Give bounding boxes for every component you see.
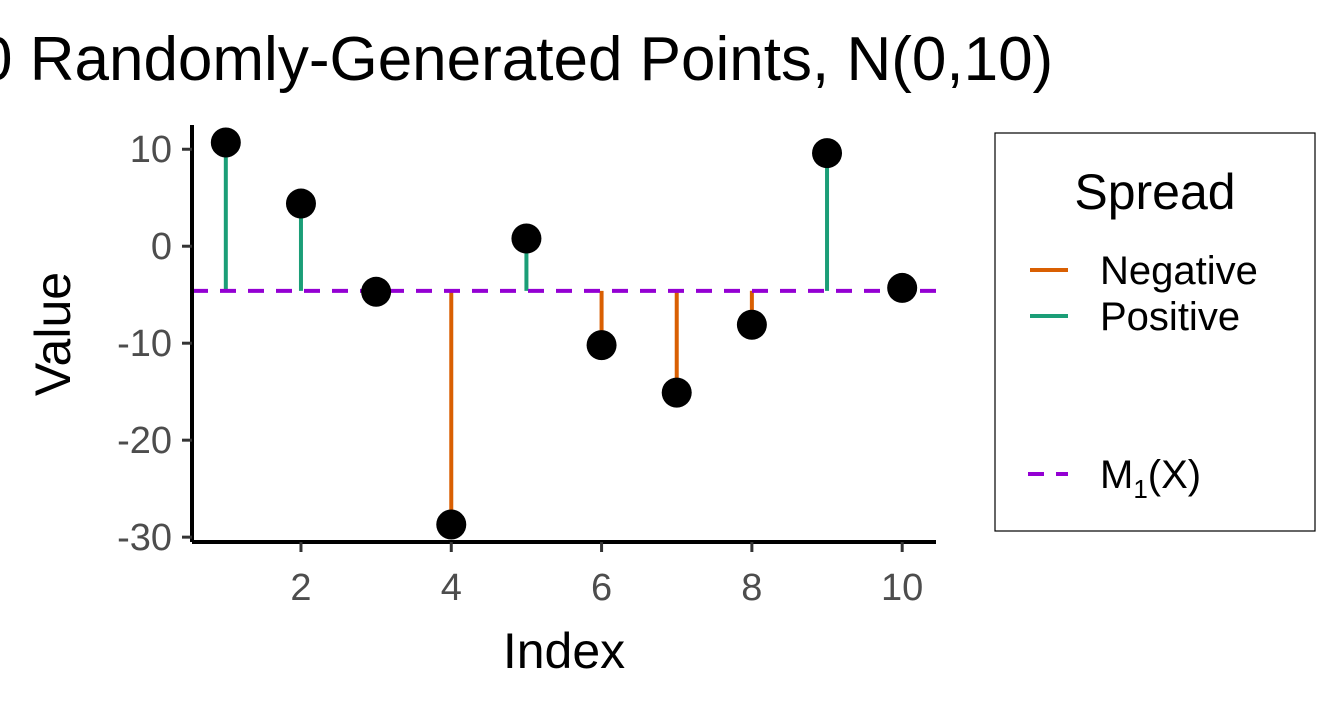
legend-label: Positive <box>1100 295 1240 339</box>
y-axis-title: Value <box>25 272 81 396</box>
legend-box <box>994 132 1316 532</box>
x-tick-label: 10 <box>881 567 923 609</box>
x-axis-title: Index <box>503 623 625 679</box>
axis-ticks: -30 -20 -10 0 10 2 4 6 8 10 <box>117 129 923 609</box>
data-point <box>736 309 767 340</box>
chart-title: 0 Randomly-Generated Points, N(0,10) <box>0 25 1053 94</box>
data-point <box>285 188 316 219</box>
mean-label-sub: 1 <box>1133 474 1147 504</box>
data-point <box>887 272 918 303</box>
x-tick-label: 6 <box>591 567 612 609</box>
y-tick-label: -10 <box>117 323 172 365</box>
data-point <box>661 377 692 408</box>
y-tick-label: -30 <box>117 517 172 559</box>
legend-title: Spread <box>1074 164 1235 220</box>
data-point <box>436 509 467 540</box>
data-point <box>361 276 392 307</box>
y-tick-label: 10 <box>130 129 172 171</box>
mean-label-tail: (X) <box>1148 453 1201 497</box>
x-tick-label: 4 <box>441 567 462 609</box>
data-point <box>210 127 241 158</box>
legend-label: Negative <box>1100 249 1258 293</box>
y-tick-label: -20 <box>117 420 172 462</box>
data-point <box>586 330 617 361</box>
mean-label-main: M <box>1100 453 1133 497</box>
x-tick-label: 8 <box>741 567 762 609</box>
legend-mean-label: M1(X) <box>1100 453 1201 504</box>
x-tick-label: 2 <box>290 567 311 609</box>
y-tick-label: 0 <box>151 226 172 268</box>
plot-area <box>192 127 936 540</box>
data-point <box>812 138 843 169</box>
data-point <box>511 223 542 254</box>
